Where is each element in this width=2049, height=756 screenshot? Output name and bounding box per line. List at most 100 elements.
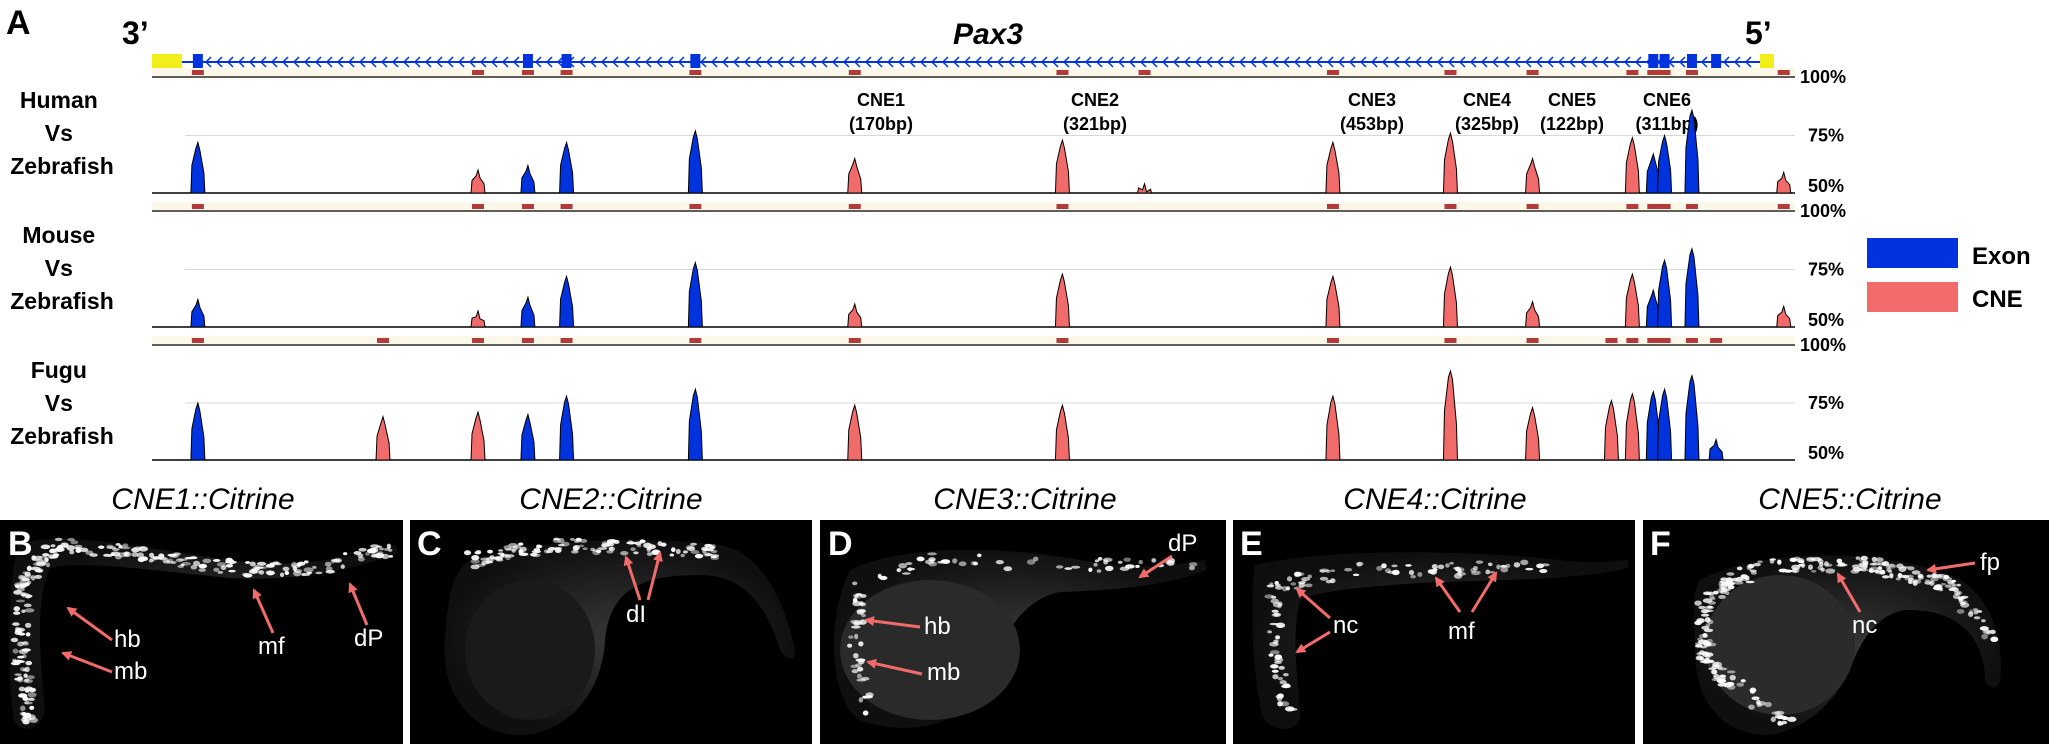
signal-speck: [1266, 584, 1275, 588]
signal-speck: [898, 562, 907, 569]
conserved-element-mark: [848, 338, 861, 343]
signal-speck: [331, 558, 342, 563]
signal-speck: [1707, 601, 1717, 605]
strand-chevron: [1535, 56, 1543, 68]
signal-speck: [1151, 558, 1157, 563]
label-nc: nc: [1852, 612, 1877, 639]
conserved-element-mark: [377, 338, 390, 343]
signal-speck: [856, 673, 862, 679]
signal-speck: [1911, 570, 1921, 575]
strand-chevron: [1326, 56, 1334, 68]
signal-speck: [535, 544, 541, 549]
signal-speck: [340, 564, 345, 569]
signal-speck: [30, 575, 36, 581]
signal-speck: [561, 541, 570, 547]
strand-chevron: [1106, 56, 1114, 68]
signal-speck: [1710, 596, 1716, 601]
conservation-peak: [1325, 394, 1341, 461]
strand-chevron: [820, 56, 828, 68]
signal-speck: [1307, 574, 1313, 579]
cne3-label: CNE3 (453bp): [1340, 90, 1404, 134]
signal-speck: [977, 553, 982, 558]
signal-speck: [686, 546, 696, 552]
signal-speck: [1033, 556, 1039, 562]
signal-speck: [905, 562, 913, 566]
signal-speck: [597, 547, 607, 550]
signal-speck: [853, 653, 859, 659]
conservation-peak: [1603, 398, 1619, 461]
signal-speck: [1859, 558, 1864, 563]
signal-speck: [1933, 584, 1943, 589]
conservation-peak: [470, 168, 486, 194]
signal-speck: [33, 555, 43, 560]
signal-speck: [1274, 585, 1284, 590]
signal-speck: [256, 561, 267, 566]
signal-speck: [1877, 566, 1883, 570]
strand-chevron: [1249, 56, 1257, 68]
signal-speck: [1736, 566, 1743, 571]
signal-speck: [293, 569, 303, 574]
signal-speck: [1929, 580, 1935, 586]
conserved-element-mark: [560, 338, 573, 343]
signal-speck: [1123, 557, 1131, 562]
arrow: [1836, 572, 1862, 613]
signal-speck: [1344, 567, 1353, 572]
panel-c-letter: C: [417, 525, 442, 563]
signal-speck: [1777, 715, 1787, 720]
conservation-peak: [520, 295, 536, 328]
panel-d-letter: D: [828, 525, 853, 563]
signal-speck: [18, 649, 29, 655]
signal-speck: [249, 561, 256, 567]
conservation-peak: [520, 412, 536, 461]
label-dp: dP: [354, 625, 383, 652]
signal-speck: [10, 661, 21, 666]
strand-chevron: [501, 56, 509, 68]
signal-speck: [303, 560, 309, 564]
signal-speck: [1711, 669, 1718, 675]
signal-speck: [24, 571, 31, 577]
conservation-peak: [190, 297, 206, 328]
signal-speck: [1720, 577, 1728, 581]
strand-chevron: [457, 56, 465, 68]
signal-speck: [1427, 569, 1435, 574]
signal-speck: [22, 641, 29, 646]
signal-speck: [284, 570, 290, 575]
signal-speck: [474, 551, 481, 555]
signal-speck: [1948, 583, 1956, 587]
signal-speck: [579, 538, 588, 543]
panel-b-letter: B: [8, 525, 33, 563]
signal-speck: [1713, 661, 1723, 668]
conserved-element-mark: [1444, 338, 1457, 343]
signal-speck: [1951, 579, 1957, 583]
conservation-peak: [1442, 369, 1458, 461]
signal-speck: [1719, 678, 1725, 682]
signal-speck: [162, 559, 171, 564]
strand-chevron: [743, 56, 751, 68]
signal-speck: [1268, 653, 1274, 657]
signal-speck: [24, 678, 30, 682]
strand-chevron: [435, 56, 443, 68]
conserved-element-mark: [191, 338, 204, 343]
signal-speck: [1972, 608, 1979, 612]
strand-chevron: [1601, 56, 1609, 68]
signal-speck: [14, 673, 22, 676]
signal-speck: [149, 552, 155, 558]
panel-e-title: CNE4::Citrine: [1343, 483, 1526, 516]
signal-speck: [198, 568, 206, 572]
conserved-element-mark: [1138, 70, 1151, 75]
arrow: [61, 651, 113, 674]
signal-speck: [1912, 580, 1918, 586]
strand-chevron: [1161, 56, 1169, 68]
strand-chevron: [1403, 56, 1411, 68]
panel-c-yolk: [465, 580, 595, 720]
signal-speck: [13, 606, 21, 612]
signal-speck: [15, 599, 26, 603]
strand-chevron: [886, 56, 894, 68]
signal-speck: [1708, 667, 1716, 670]
arrow: [1470, 571, 1498, 613]
strand-chevron: [534, 56, 542, 68]
signal-speck: [190, 564, 198, 570]
signal-speck: [1264, 594, 1275, 599]
signal-speck: [1825, 563, 1833, 567]
strand-chevron: [732, 56, 740, 68]
